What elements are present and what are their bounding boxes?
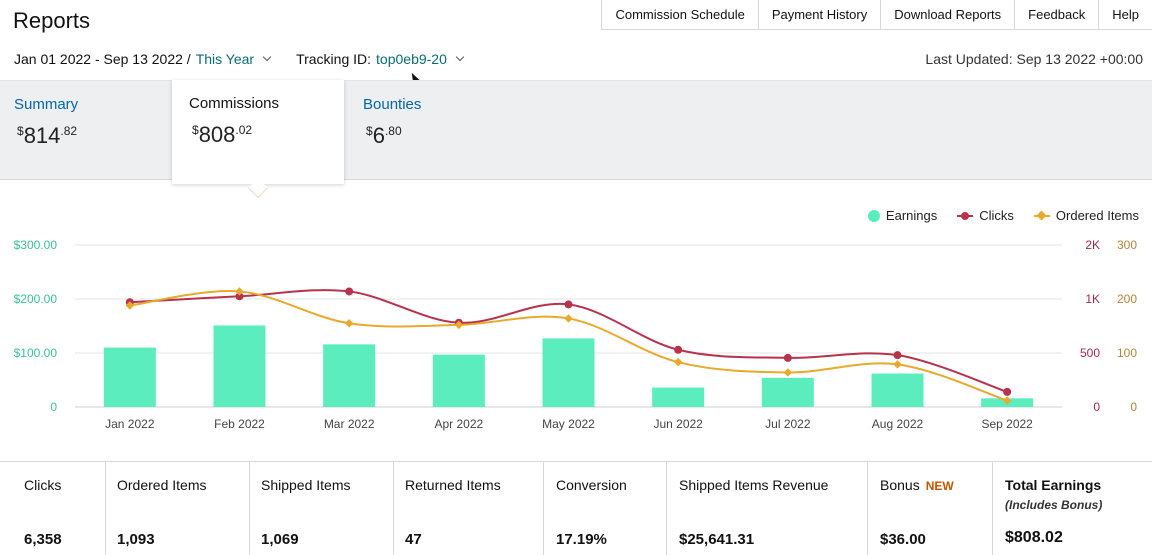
- earnings-bar: [323, 344, 376, 407]
- metric-shipped-items: Shipped Items 1,069: [250, 462, 394, 555]
- chart-svg: 0 $100.00 $200.00 $300.00 0 500 1K 2K 0 100 200 300…: [14, 238, 1138, 431]
- ordered-items-point: [454, 320, 464, 330]
- legend-earnings[interactable]: Earnings: [867, 208, 937, 223]
- clicks-point: [1003, 387, 1012, 396]
- tracking-id-value[interactable]: top0eb9-20: [376, 51, 447, 67]
- left-axis-tick: 0: [50, 400, 57, 414]
- earnings-bar: [542, 338, 595, 407]
- legend-clicks[interactable]: Clicks: [957, 208, 1014, 223]
- payment-history-button[interactable]: Payment History: [759, 0, 882, 29]
- clicks-axis-tick: 0: [1093, 400, 1100, 414]
- commissions-amount: $808.02: [192, 122, 253, 147]
- tracking-id-selector[interactable]: Tracking ID: top0eb9-20: [296, 51, 465, 67]
- ordered-items-point: [564, 314, 573, 323]
- clicks-swatch-icon: [957, 210, 974, 222]
- x-axis-tick: Aug 2022: [872, 417, 924, 431]
- download-reports-button[interactable]: Download Reports: [881, 0, 1016, 29]
- date-range: Jan 01 2022 - Sep 13 2022 /: [14, 51, 191, 67]
- page-title: Reports: [13, 8, 91, 33]
- tab-bounties-label[interactable]: Bounties: [363, 96, 422, 113]
- metrics-bar: Clicks 6,358 Ordered Items 1,093 Shipped…: [0, 461, 1152, 555]
- metric-total-earnings: Total Earnings (Includes Bonus) $808.02: [1005, 477, 1103, 546]
- clicks-point: [674, 345, 683, 354]
- x-axis-tick: May 2022: [542, 417, 595, 431]
- earnings-bar: [871, 373, 924, 407]
- summary-amount: $814.82: [17, 123, 78, 148]
- tab-commissions[interactable]: Commissions $808.02: [172, 80, 344, 184]
- ordered-items-point: [344, 319, 354, 328]
- last-updated: Last Updated: Sep 13 2022 +00:00: [925, 51, 1143, 67]
- clicks-point: [345, 287, 354, 296]
- earnings-bar: [761, 377, 814, 407]
- tracking-label: Tracking ID:: [296, 51, 372, 67]
- left-axis-tick: $200.00: [14, 292, 58, 306]
- chart-legend: Earnings Clicks Ordered Items: [848, 208, 1139, 223]
- metric-bonus: Bonus NEW $36.00: [868, 462, 993, 555]
- ordered-axis-tick: 100: [1117, 346, 1137, 360]
- x-axis-tick: Feb 2022: [214, 417, 265, 431]
- period-selector[interactable]: This Year: [195, 51, 255, 67]
- chevron-down-icon[interactable]: [262, 52, 272, 62]
- metric-returned-items: Returned Items 47: [394, 462, 544, 555]
- earnings-bar: [432, 354, 485, 407]
- ordered-items-point: [783, 368, 793, 377]
- filter-row: Jan 01 2022 - Sep 13 2022 / This Year Tr…: [14, 51, 465, 67]
- ordered-items-point: [235, 287, 244, 296]
- clicks-point: [564, 300, 573, 309]
- clicks-axis-tick: 1K: [1085, 292, 1100, 306]
- clicks-point: [783, 353, 792, 362]
- metric-shipped-revenue: Shipped Items Revenue $25,641.31: [667, 462, 868, 555]
- ordered-axis-tick: 200: [1117, 292, 1137, 306]
- new-badge: NEW: [925, 479, 954, 493]
- clicks-axis-tick: 500: [1080, 346, 1100, 360]
- clicks-axis-tick: 2K: [1085, 238, 1100, 252]
- ordered-axis-tick: 300: [1117, 238, 1137, 252]
- earnings-chart: 0 $100.00 $200.00 $300.00 0 500 1K 2K 0 100 200 300…: [0, 190, 1152, 450]
- feedback-button[interactable]: Feedback: [1015, 0, 1100, 29]
- earnings-swatch-icon: [867, 209, 880, 222]
- tab-commissions-label[interactable]: Commissions: [189, 95, 280, 112]
- bounties-amount: $6.80: [366, 123, 402, 148]
- ordered-items-point: [125, 301, 135, 310]
- x-axis-tick: Jan 2022: [105, 417, 155, 431]
- tab-summary-label[interactable]: Summary: [14, 96, 79, 113]
- left-axis-tick: $300.00: [14, 238, 58, 252]
- x-axis-tick: Jun 2022: [653, 417, 703, 431]
- top-nav: Commission Schedule Payment History Down…: [601, 0, 1152, 30]
- metric-clicks: Clicks 6,358: [0, 462, 106, 555]
- legend-ordered-items[interactable]: Ordered Items: [1033, 208, 1139, 223]
- metric-ordered-items: Ordered Items 1,093: [106, 462, 250, 555]
- earnings-bar: [652, 387, 705, 407]
- ordered-items-swatch-icon: [1033, 210, 1050, 222]
- tab-summary[interactable]: Summary $814.82: [14, 81, 164, 181]
- metric-conversion: Conversion 17.19%: [544, 462, 667, 555]
- x-axis-tick: Sep 2022: [981, 417, 1033, 431]
- x-axis-tick: Apr 2022: [434, 417, 483, 431]
- chevron-down-icon[interactable]: [455, 52, 465, 62]
- left-axis-tick: $100.00: [14, 346, 58, 360]
- earnings-bar: [103, 347, 156, 407]
- x-axis-tick: Mar 2022: [324, 417, 375, 431]
- commission-schedule-button[interactable]: Commission Schedule: [602, 0, 759, 29]
- x-axis-tick: Jul 2022: [765, 417, 811, 431]
- ordered-items-point: [673, 357, 683, 367]
- tab-bounties[interactable]: Bounties $6.80: [363, 81, 513, 181]
- earnings-bar: [213, 325, 266, 407]
- ordered-axis-tick: 0: [1130, 400, 1137, 414]
- clicks-point: [893, 351, 902, 360]
- clicks-point: [235, 292, 244, 301]
- ordered-items-point: [893, 360, 902, 369]
- help-button[interactable]: Help: [1112, 7, 1139, 22]
